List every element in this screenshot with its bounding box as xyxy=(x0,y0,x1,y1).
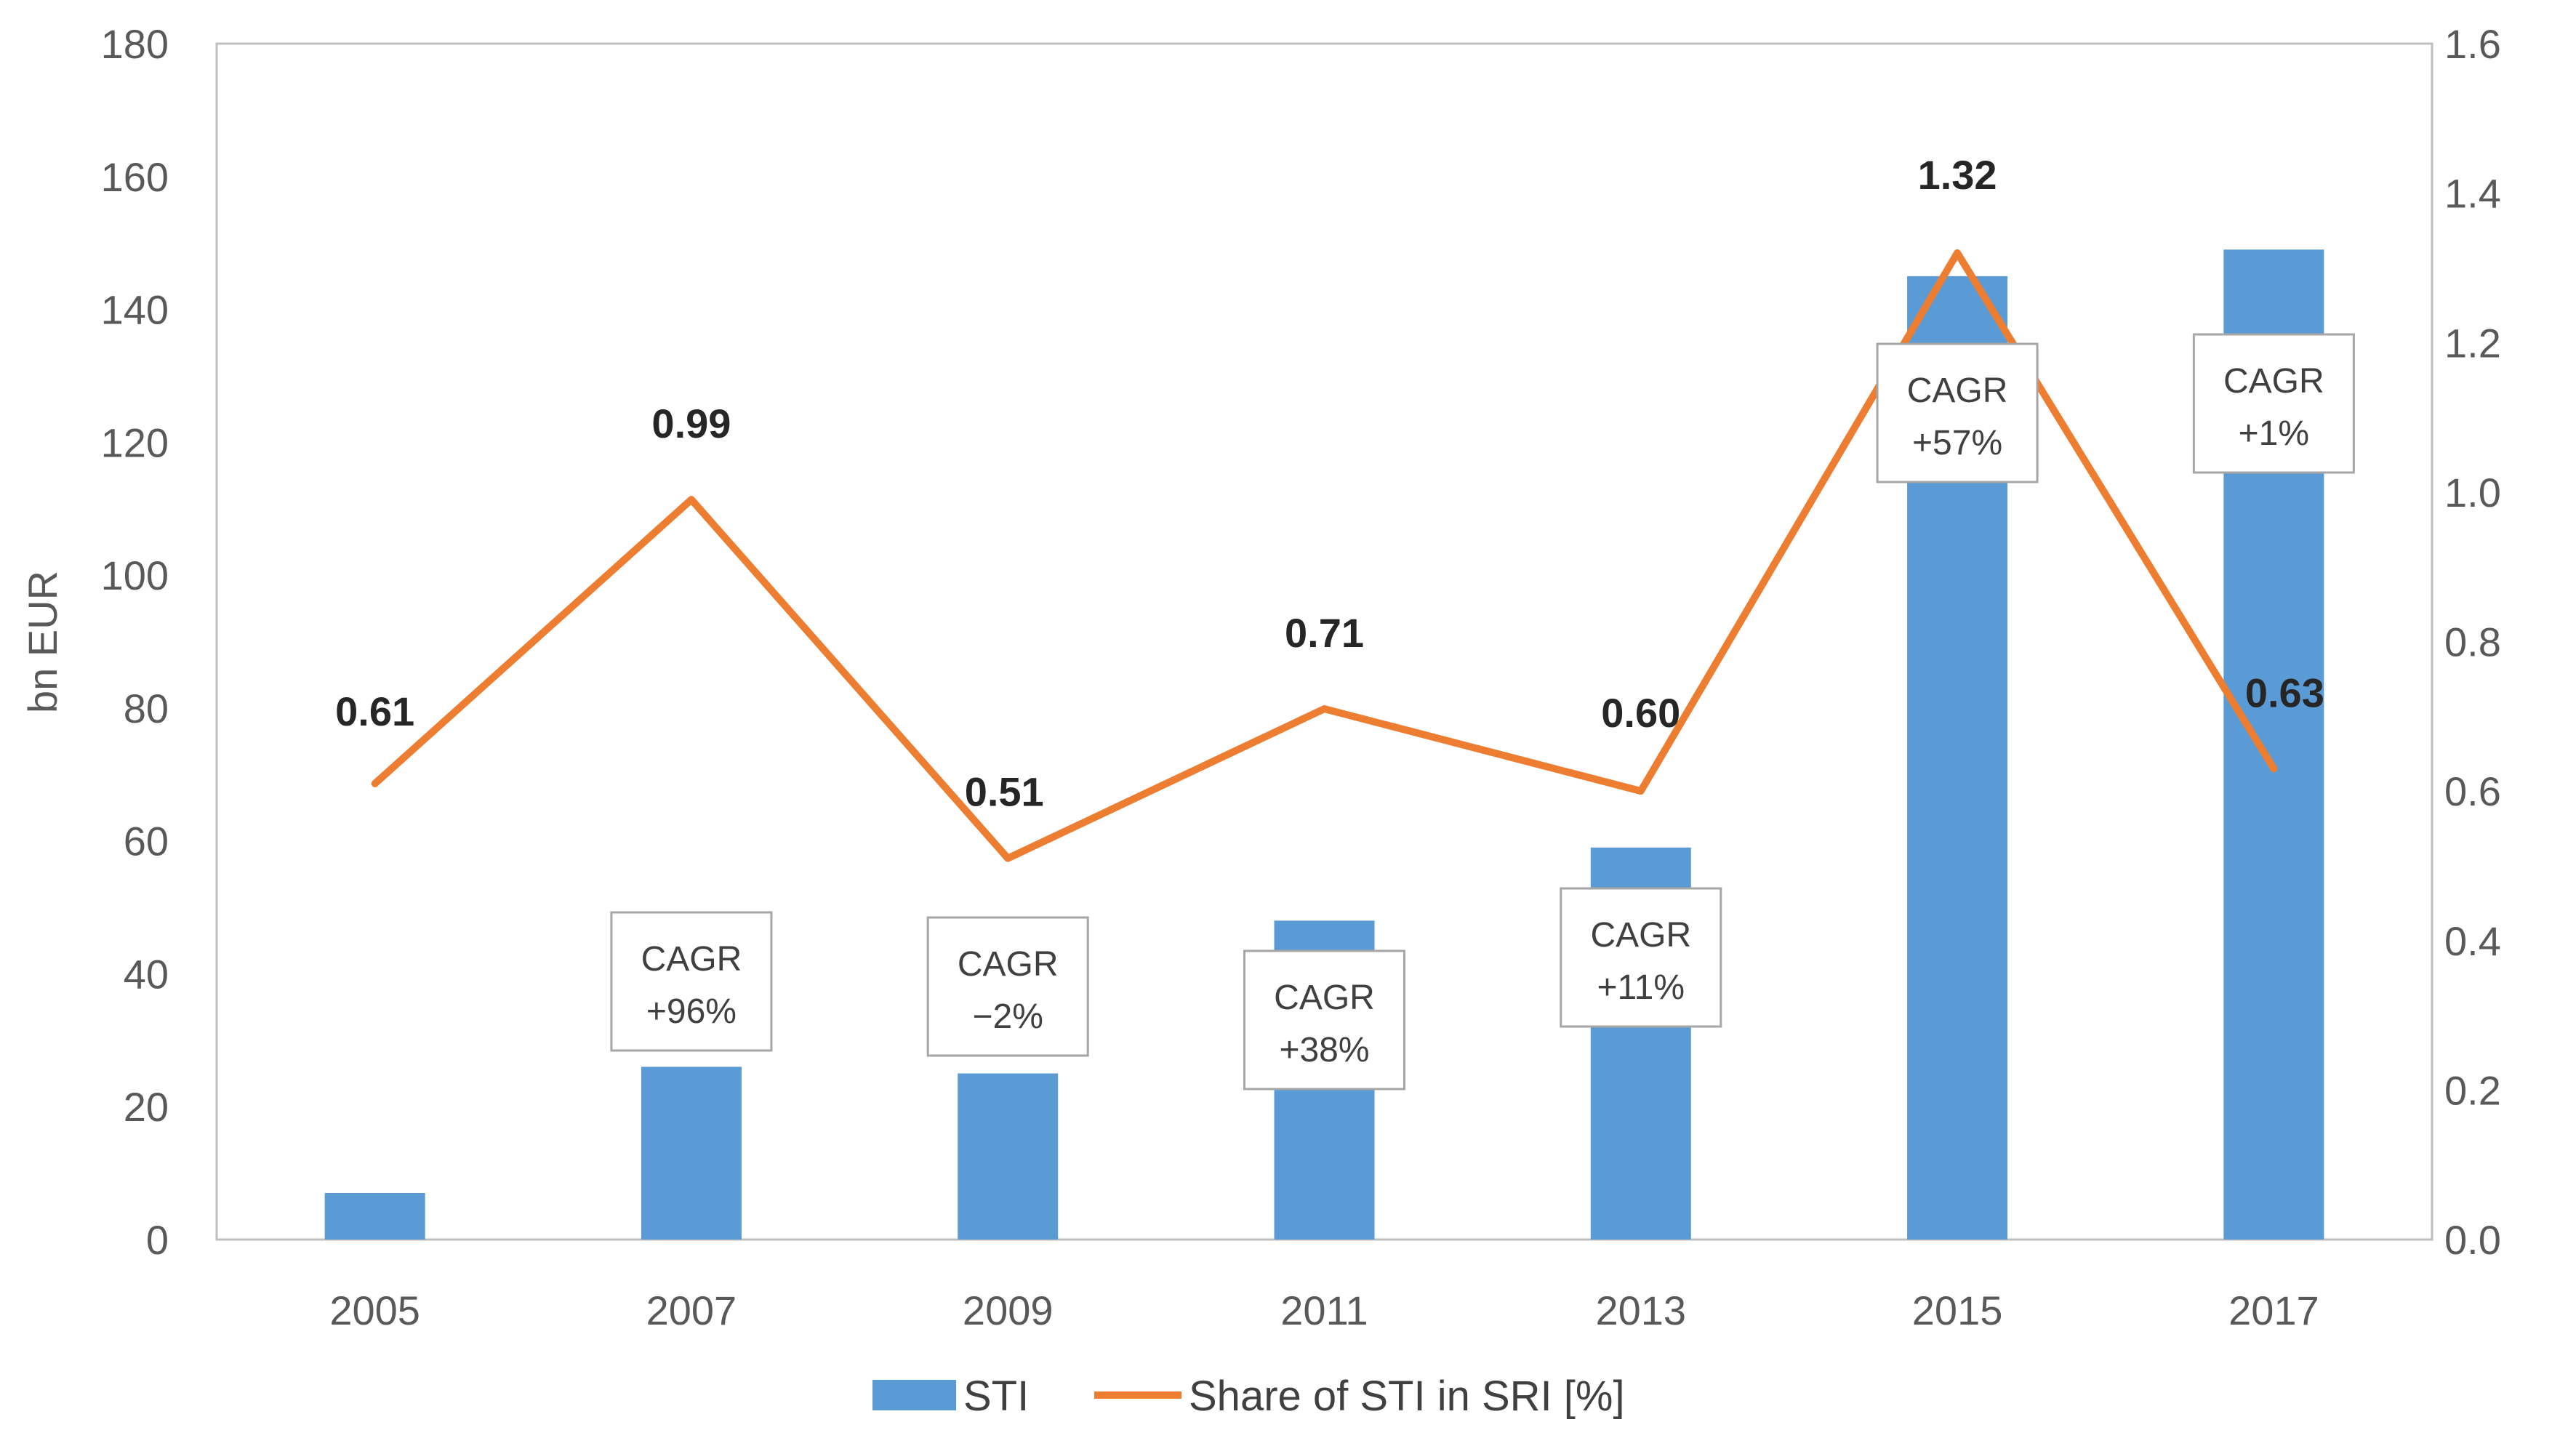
cagr-label-2007: CAGR xyxy=(641,940,742,979)
cagr-label-2017: CAGR xyxy=(2223,362,2324,401)
y2-tick-label: 0.6 xyxy=(2444,768,2501,814)
y-axis-right-ticks: 0.0 0.2 0.4 0.6 0.8 1.0 1.2 1.4 1.6 xyxy=(2444,21,2501,1263)
cagr-label-2009: CAGR xyxy=(958,945,1059,984)
cagr-value-2007: +96% xyxy=(646,992,737,1031)
x-tick-label-2015: 2015 xyxy=(1912,1288,2003,1333)
y2-tick-label: 1.0 xyxy=(2444,470,2501,515)
legend-label-sti: STI xyxy=(963,1373,1029,1420)
y-tick-label: 40 xyxy=(124,951,169,997)
legend-label-share: Share of STI in SRI [%] xyxy=(1189,1373,1625,1420)
y-axis-title: bn EUR xyxy=(20,571,65,713)
y2-tick-label: 0.4 xyxy=(2444,918,2501,964)
cagr-label-2011: CAGR xyxy=(1274,979,1375,1017)
cagr-value-2011: +38% xyxy=(1279,1031,1369,1069)
x-axis-ticks: 2005 2007 2009 2011 2013 2015 2017 xyxy=(329,1288,2319,1333)
y-tick-label: 80 xyxy=(124,686,169,731)
data-label-2011: 0.71 xyxy=(1285,610,1364,656)
cagr-label-2015: CAGR xyxy=(1907,371,2008,410)
y2-tick-label: 0.2 xyxy=(2444,1067,2501,1113)
cagr-value-2009: −2% xyxy=(973,997,1043,1036)
bar-sti-2009 xyxy=(958,1074,1058,1240)
legend: STI Share of STI in SRI [%] xyxy=(872,1373,1625,1420)
data-label-2017: 0.63 xyxy=(2245,670,2324,715)
cagr-value-2017: +1% xyxy=(2239,414,2309,453)
x-tick-label-2013: 2013 xyxy=(1595,1288,1686,1333)
x-tick-label-2007: 2007 xyxy=(646,1288,737,1333)
x-tick-label-2009: 2009 xyxy=(963,1288,1054,1333)
bar-sti-2005 xyxy=(325,1193,425,1240)
y-tick-label: 60 xyxy=(124,819,169,864)
x-tick-label-2005: 2005 xyxy=(329,1288,420,1333)
y-tick-label: 140 xyxy=(101,287,169,333)
data-label-2015: 1.32 xyxy=(1918,152,1997,198)
data-label-2007: 0.99 xyxy=(651,401,731,446)
y-tick-label: 160 xyxy=(101,154,169,200)
legend-swatch-sti xyxy=(872,1380,956,1410)
data-label-2009: 0.51 xyxy=(965,769,1044,815)
y2-tick-label: 0.8 xyxy=(2444,619,2501,665)
cagr-value-2015: +57% xyxy=(1912,424,2002,462)
y2-tick-label: 1.4 xyxy=(2444,171,2501,217)
y2-tick-label: 1.6 xyxy=(2444,21,2501,67)
x-tick-label-2017: 2017 xyxy=(2228,1288,2319,1333)
y2-tick-label: 0.0 xyxy=(2444,1217,2501,1263)
y-tick-label: 120 xyxy=(101,419,169,465)
y-tick-label: 180 xyxy=(101,21,169,67)
cagr-value-2013: +11% xyxy=(1597,968,1685,1007)
y2-tick-label: 1.2 xyxy=(2444,320,2501,366)
bar-sti-2007 xyxy=(641,1067,742,1240)
x-tick-label-2011: 2011 xyxy=(1280,1288,1368,1333)
y-tick-label: 0 xyxy=(146,1217,169,1263)
y-axis-left-ticks: 0 20 40 60 80 100 120 140 160 180 xyxy=(101,21,169,1263)
y-tick-label: 100 xyxy=(101,553,169,598)
data-label-2005: 0.61 xyxy=(335,688,414,734)
data-label-2013: 0.60 xyxy=(1601,690,1680,736)
cagr-label-2013: CAGR xyxy=(1590,916,1691,955)
y-tick-label: 20 xyxy=(124,1084,169,1130)
